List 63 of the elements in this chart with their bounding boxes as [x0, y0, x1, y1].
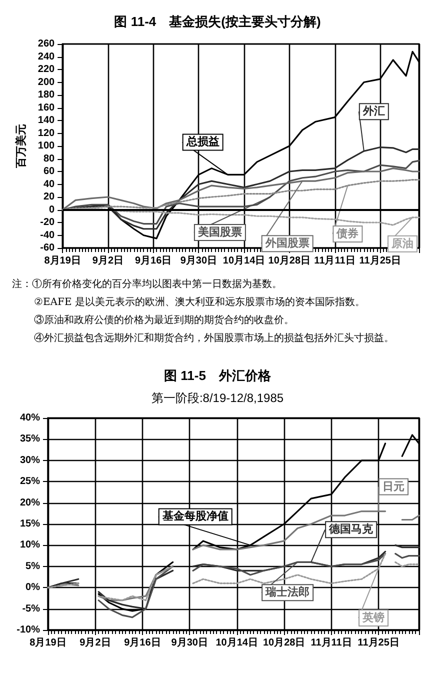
x-tick-label: 9月30日 — [171, 638, 208, 648]
text: 基金每股净值 — [161, 510, 228, 523]
x-tick-label: 9月2日 — [92, 256, 124, 266]
text: 英镑 — [362, 611, 385, 624]
y-tick-label: 220 — [38, 64, 56, 75]
text: 注：①所有价格变化的百分率均以图表中第一日数据为基数。 — [12, 278, 283, 292]
y-tick-label: 30% — [20, 454, 40, 466]
series-label: 总损益 — [185, 135, 220, 148]
text: 外国股票 — [264, 236, 310, 250]
x-tick-label: 8月19日 — [44, 256, 81, 266]
y-tick-label: 120 — [38, 128, 56, 139]
x-tick-label: 10月14日 — [222, 256, 266, 266]
x-tick-label: 9月16日 — [134, 256, 172, 266]
y-tick-label: -40 — [40, 230, 56, 241]
x-tick-label: 10月28日 — [268, 256, 311, 266]
y-tick-label: 20 — [43, 192, 56, 202]
y-tick-label: -20 — [40, 217, 56, 228]
x-tick-label: 11月25日 — [358, 638, 400, 648]
y-tick-label: 60 — [43, 166, 56, 177]
chart-title: 图 11-4 基金损失(按主要头寸分解) — [114, 14, 321, 29]
x-tick-label: 9月16日 — [124, 638, 161, 648]
y-tick-label: 100 — [38, 140, 56, 152]
text: ②EAFE 是以美元表示的欧洲、澳大利亚和远东股票市场的资本国际指数。 — [33, 296, 366, 310]
x-tick-label: 8月19日 — [30, 638, 66, 648]
y-tick-label: 20% — [20, 497, 40, 508]
text: ③原油和政府公债的价格为最近到期的期货合约的收盘价。 — [33, 314, 295, 328]
x-tick-label: 10月28日 — [262, 638, 306, 648]
y-tick-label: -5% — [22, 603, 40, 614]
y-tick-label: 80 — [43, 153, 56, 164]
y-tick-label: 35% — [20, 434, 40, 445]
y-tick-label: 5% — [26, 560, 40, 572]
x-tick-label: 11月25日 — [359, 256, 401, 266]
x-tick-label: 9月30日 — [180, 256, 218, 266]
series-label: 日元 — [382, 480, 405, 493]
y-tick-label: -10% — [16, 624, 40, 636]
x-tick-label: 11月11日 — [310, 638, 352, 648]
series-label: 瑞士法郎 — [264, 586, 310, 599]
series-label: 德国马克 — [328, 522, 374, 536]
y-tick-label: 200 — [38, 76, 56, 88]
text: ④外汇损益包含远期外汇和期货合约，外国股票市场上的损益包括外汇头寸损益。 — [33, 332, 395, 346]
y-tick-label: 25% — [20, 476, 40, 488]
x-tick-label: 9月2日 — [80, 638, 111, 648]
x-tick-label: 11月11日 — [314, 256, 356, 266]
y-tick-label: 40 — [43, 178, 56, 190]
y-tick-label: 0% — [26, 582, 40, 594]
y-axis-title: 百万美元 — [14, 124, 28, 169]
y-tick-label: 260 — [38, 38, 56, 50]
chart-subtitle: 第一阶段:8/19-12/8,1985 — [151, 391, 284, 405]
y-tick-label: 160 — [38, 102, 56, 114]
chart-title: 图 11-5 外汇价格 — [164, 368, 272, 383]
y-tick-label: 240 — [38, 51, 56, 62]
y-tick-label: 15% — [20, 518, 40, 530]
y-tick-label: 180 — [38, 90, 56, 100]
y-tick-label: -60 — [40, 242, 56, 254]
y-tick-label: 40% — [20, 412, 40, 424]
y-tick-label: 10% — [20, 540, 40, 551]
y-tick-label: 0 — [49, 204, 56, 216]
text: 债券 — [336, 227, 360, 240]
x-tick-label: 10月14日 — [216, 638, 258, 648]
series-label: 美国股票 — [196, 226, 242, 238]
text: 外汇 — [362, 104, 385, 118]
y-tick-label: 140 — [38, 115, 56, 126]
series-label: 原油 — [390, 236, 414, 250]
